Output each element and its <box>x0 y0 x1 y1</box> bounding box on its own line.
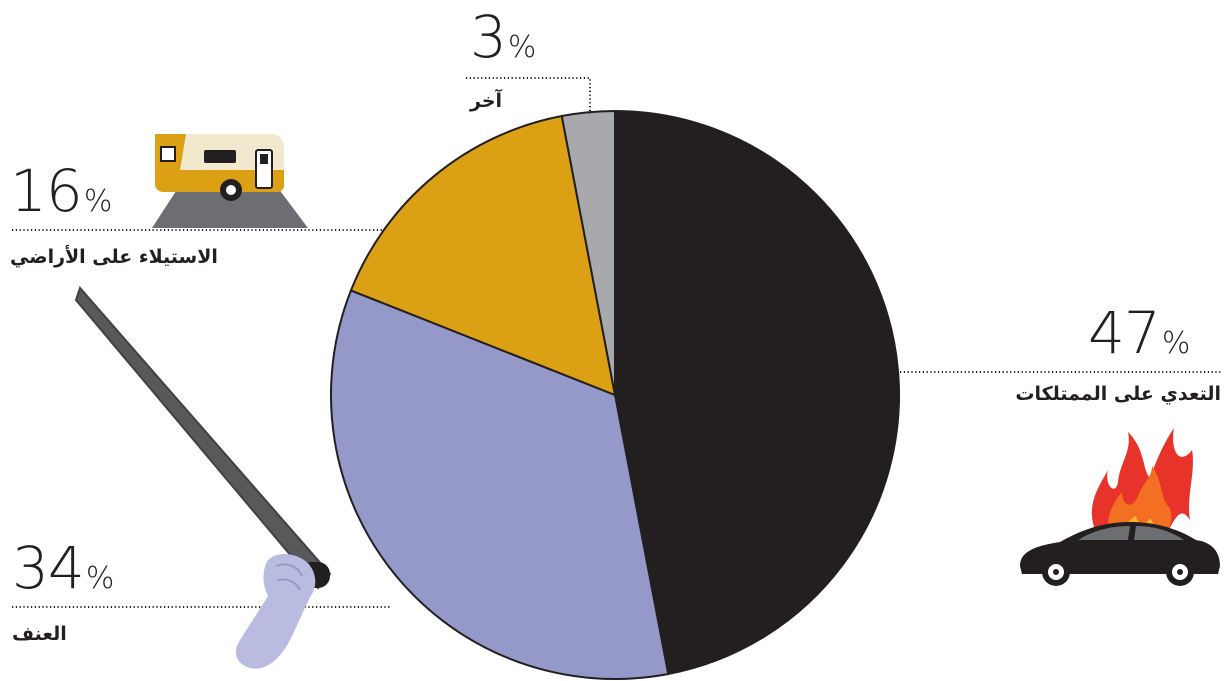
percent-sign: % <box>507 30 537 65</box>
category-label-land: الاستيلاء على الأراضي <box>10 246 218 268</box>
value-label-other: 3% <box>470 8 536 66</box>
caravan-trailer-icon <box>152 134 308 228</box>
baseball-bat-fist-icon <box>74 286 332 669</box>
leader-lines <box>12 77 1222 608</box>
pie-slices <box>330 110 901 680</box>
percent-sign: % <box>85 561 115 596</box>
value-number: 47 <box>1088 299 1161 367</box>
value-label-property: 47% <box>1088 304 1190 362</box>
category-label-violence: العنف <box>12 623 67 645</box>
category-label-property: التعدي على الممتلكات <box>1015 383 1221 405</box>
slice-property <box>614 110 901 675</box>
percent-sign: % <box>1161 326 1191 361</box>
value-number: 16 <box>10 157 83 225</box>
value-label-violence: 34% <box>12 539 114 597</box>
burning-car-icon <box>1020 428 1220 586</box>
value-label-land: 16% <box>10 162 112 220</box>
slice-land <box>349 115 616 396</box>
slice-violence <box>330 289 670 680</box>
slice-other <box>560 110 616 396</box>
value-number: 3 <box>470 3 507 71</box>
percent-sign: % <box>83 184 113 219</box>
value-number: 34 <box>12 534 85 602</box>
category-label-other: آخر <box>470 90 503 112</box>
